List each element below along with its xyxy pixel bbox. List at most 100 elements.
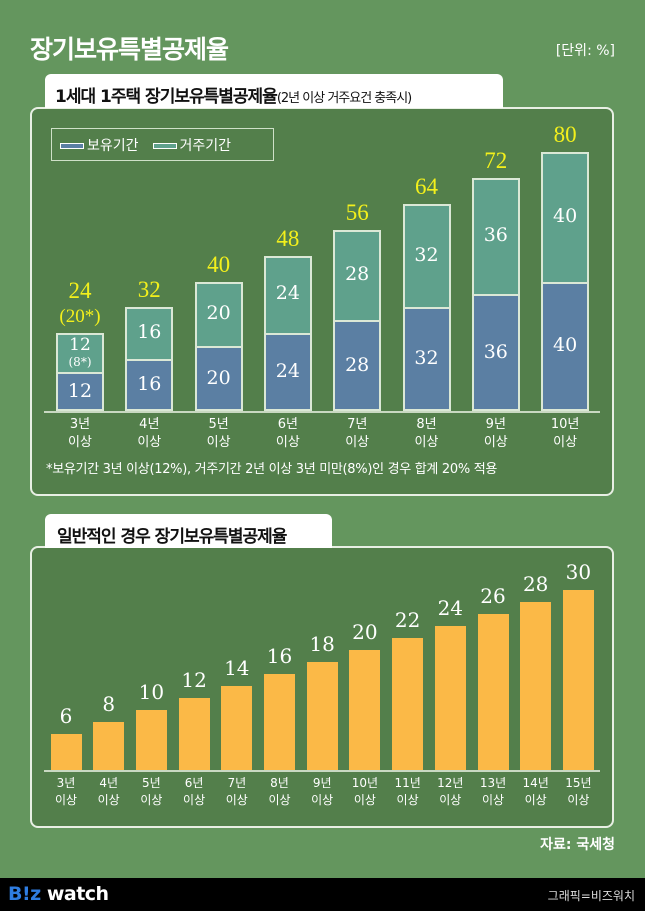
x-tick-label: 5년 이상	[140, 776, 163, 807]
bar-residence	[471, 177, 520, 297]
source-label: 자료: 국세청	[540, 837, 615, 853]
value-label: 8	[102, 692, 116, 716]
bar-holding	[541, 281, 590, 411]
value-label: 18	[309, 632, 335, 656]
total-label: 32	[137, 277, 161, 303]
legend-item-holding: 보유기간	[60, 135, 139, 155]
bar-residence	[402, 203, 451, 310]
x-tick-label: 11년 이상	[394, 776, 421, 807]
x-tick-label: 7년 이상	[345, 417, 370, 450]
residence-annotation: (8*)	[68, 355, 92, 370]
value-label: 10	[138, 680, 165, 704]
chart2-title: 일반적인 경우 장기보유특별공제율	[45, 514, 332, 548]
bar-holding	[56, 372, 104, 411]
bar-general	[135, 710, 167, 770]
value-label-residence: 40	[553, 204, 578, 227]
value-label-holding: 20	[206, 366, 231, 389]
bar-general	[349, 650, 381, 770]
legend-item-residence: 거주기간	[152, 135, 232, 155]
bar-general	[392, 638, 424, 770]
bar-residence	[194, 281, 243, 349]
bar-general	[562, 590, 594, 770]
value-label: 16	[266, 644, 293, 668]
value-label: 28	[522, 572, 549, 596]
x-tick-label: 14년 이상	[522, 776, 549, 807]
legend-label-residence: 거주기간	[179, 137, 232, 154]
chart1-title: 1세대 1주택 장기보유특별공제율(2년 이상 거주요건 충족시)	[45, 74, 503, 108]
footer: B!z watch 그래픽=비즈워치	[0, 878, 645, 911]
x-tick-label: 5년 이상	[206, 417, 231, 450]
bizwatch-logo: B!z watch	[8, 883, 109, 905]
bar-residence	[263, 255, 312, 336]
value-label: 12	[181, 668, 207, 692]
x-tick-label: 3년 이상	[54, 776, 78, 807]
chart1-legend: 보유기간 거주기간	[51, 128, 274, 161]
value-label: 20	[352, 620, 378, 644]
x-tick-label: 8년 이상	[268, 776, 291, 807]
total-label: 56	[345, 199, 369, 225]
bar-general	[520, 602, 552, 770]
total-label: 64	[415, 173, 438, 199]
bar-general	[178, 698, 210, 770]
x-tick-label: 8년 이상	[414, 417, 439, 450]
value-label-residence: 28	[345, 263, 370, 286]
legend-swatch-holding	[60, 142, 84, 149]
value-label: 22	[394, 608, 421, 632]
value-label: 24	[437, 596, 464, 620]
value-label-residence: 12	[69, 335, 91, 356]
x-tick-label: 7년 이상	[225, 776, 248, 807]
baseline	[44, 411, 600, 413]
value-label: 30	[565, 560, 592, 584]
x-tick-label: 10년 이상	[550, 417, 580, 450]
bar-residence	[125, 307, 174, 362]
bar-residence	[541, 152, 590, 284]
total-label: 48	[276, 225, 300, 251]
bar-holding	[125, 359, 174, 411]
value-label-residence: 36	[483, 224, 508, 247]
chart1-title-text: 1세대 1주택 장기보유특별공제율	[55, 87, 278, 107]
value-label-holding: 32	[414, 347, 439, 370]
total-label: 40	[207, 251, 231, 277]
legend-swatch-residence	[152, 142, 177, 149]
x-tick-label: 13년 이상	[479, 776, 507, 807]
value-label-holding: 24	[275, 360, 300, 383]
x-tick-label: 6년 이상	[183, 776, 206, 807]
value-label-holding: 16	[137, 373, 162, 396]
value-label: 26	[480, 584, 506, 608]
baseline	[44, 770, 600, 772]
bar-residence	[333, 229, 382, 323]
total-label: 80	[553, 122, 577, 147]
x-tick-label: 6년 이상	[275, 417, 300, 450]
x-tick-label: 9년 이상	[311, 776, 334, 807]
value-label-holding: 12	[67, 379, 93, 402]
bar-general	[477, 614, 509, 770]
bar-general	[93, 722, 125, 770]
value-label-residence: 16	[137, 321, 162, 344]
bar-general	[306, 662, 338, 770]
total-label: 72	[484, 147, 508, 173]
bar-general	[221, 686, 253, 770]
value-label-residence: 20	[206, 301, 231, 324]
value-label-residence: 24	[275, 282, 300, 305]
total-annotation: (20*)	[59, 306, 101, 328]
x-tick-label: 12년 이상	[437, 776, 464, 807]
value-label: 14	[224, 656, 250, 680]
x-tick-label: 4년 이상	[137, 417, 162, 450]
legend-label-holding: 보유기간	[87, 137, 139, 154]
chart1-subtitle: (2년 이상 거주요건 충족시)	[276, 91, 412, 106]
graphic-credit: 그래픽=비즈워치	[547, 889, 635, 903]
value-label-holding: 36	[483, 340, 508, 363]
value-label-holding: 28	[345, 353, 370, 376]
value-label: 6	[59, 704, 73, 728]
x-tick-label: 9년 이상	[483, 417, 508, 450]
bar-general	[50, 734, 82, 770]
x-tick-label: 15년 이상	[565, 776, 592, 807]
unit-label: [단위: %]	[555, 43, 615, 59]
bar-holding	[471, 294, 520, 411]
bar-holding	[263, 333, 312, 411]
total-label: 24	[68, 278, 92, 304]
x-tick-label: 3년 이상	[68, 417, 92, 450]
x-tick-label: 10년 이상	[351, 776, 379, 807]
page-title: 장기보유특별공제율	[30, 35, 229, 64]
value-label-holding: 40	[553, 334, 578, 357]
